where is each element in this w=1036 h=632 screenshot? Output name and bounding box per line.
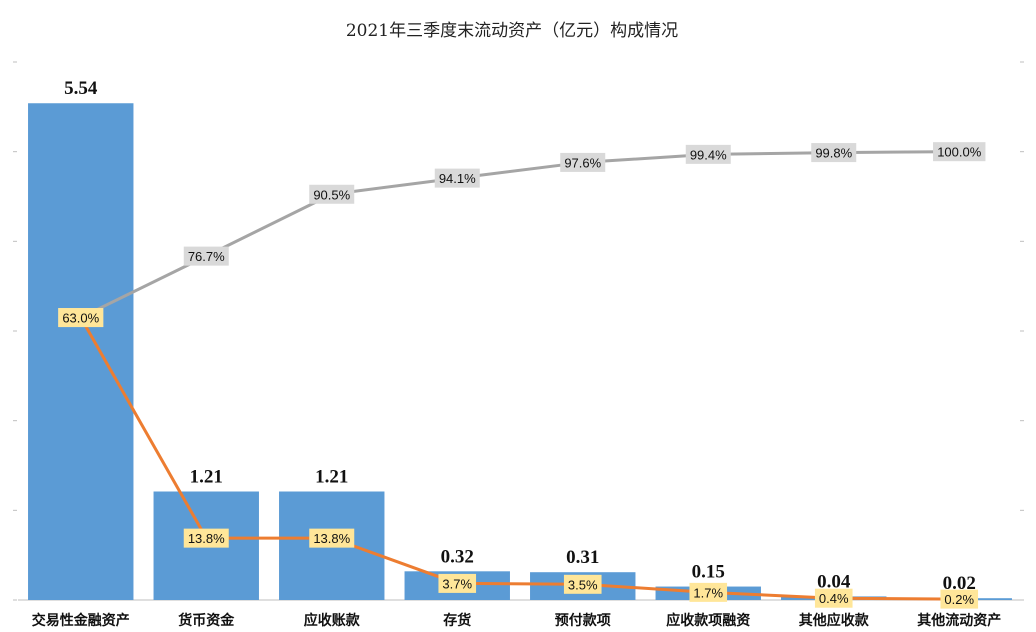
share-label-box — [814, 588, 853, 608]
category-label: 存货 — [443, 612, 471, 629]
category-labels: 交易性金融资产 货币资金 应收账款 存货 预付款项 应收款项融资 其他应收款 其他流动资产 — [32, 612, 1002, 629]
category-label: 货币资金 — [177, 612, 235, 629]
cumulative-share-label: 94.1% — [439, 171, 476, 186]
share-label-box — [940, 589, 979, 609]
percentage-labels: 63.0% 76.7% 90.5% 94.1% 97.6% 99.4% 99.8% 100.0… — [58, 142, 986, 609]
share-label: 3.5% — [568, 577, 598, 592]
share-label-box — [563, 574, 602, 594]
category-label: 其他应收款 — [799, 612, 870, 629]
share-label-box — [309, 528, 355, 548]
share-label: 0.4% — [819, 591, 849, 606]
category-label: 预付款项 — [555, 612, 611, 629]
cumulative-share-label: 76.7% — [188, 249, 225, 264]
share-label: 1.7% — [693, 585, 723, 600]
cumulative-share-label: 100.0% — [937, 145, 982, 160]
share-label-box — [183, 528, 229, 548]
bar-value-label: 0.31 — [566, 547, 599, 568]
bar-value-label: 0.32 — [441, 546, 474, 567]
bar-value-label: 0.04 — [817, 571, 851, 592]
category-label: 交易性金融资产 — [32, 612, 130, 629]
share-label: 13.8% — [188, 531, 225, 546]
bar-value-label: 0.02 — [943, 573, 976, 594]
category-label: 应收账款 — [304, 612, 361, 629]
cumulative-share-label-box — [933, 142, 986, 162]
bar-value-label: 0.15 — [692, 562, 725, 583]
share-label-box — [438, 573, 477, 593]
share-label-box — [58, 308, 104, 328]
share-label: 3.7% — [442, 576, 472, 591]
share-label: 0.2% — [944, 592, 974, 607]
share-label: 63.0% — [62, 311, 99, 326]
bars — [28, 103, 1012, 600]
share-label-box — [689, 582, 728, 602]
bar — [28, 103, 134, 600]
cumulative-share-label-box — [560, 152, 606, 172]
share-label: 13.8% — [313, 531, 350, 546]
cumulative-share-line — [80, 150, 960, 319]
bar-value-label: 5.54 — [64, 78, 98, 99]
cumulative-share-label-box — [434, 168, 480, 188]
cumulative-share-label: 90.5% — [313, 187, 350, 202]
cumulative-share-label: 99.4% — [690, 147, 727, 162]
category-label: 其他流动资产 — [917, 612, 1001, 629]
cumulative-share-label-box — [685, 144, 731, 164]
category-label: 应收款项融资 — [666, 612, 750, 629]
cumulative-share-label: 99.8% — [815, 146, 852, 161]
chart-title: 2021年三季度末流动资产（亿元）构成情况 — [346, 21, 678, 41]
bar-value-labels: 5.54 1.21 1.21 0.32 0.31 0.15 0.04 0.02 — [64, 78, 976, 594]
cumulative-share-label-box — [183, 246, 229, 266]
cumulative-share-label-box — [811, 143, 857, 163]
cumulative-share-label: 97.6% — [564, 155, 601, 170]
bar-value-label: 1.21 — [190, 467, 223, 488]
bar-value-label: 1.21 — [315, 467, 348, 488]
cumulative-share-label-box — [309, 184, 355, 204]
